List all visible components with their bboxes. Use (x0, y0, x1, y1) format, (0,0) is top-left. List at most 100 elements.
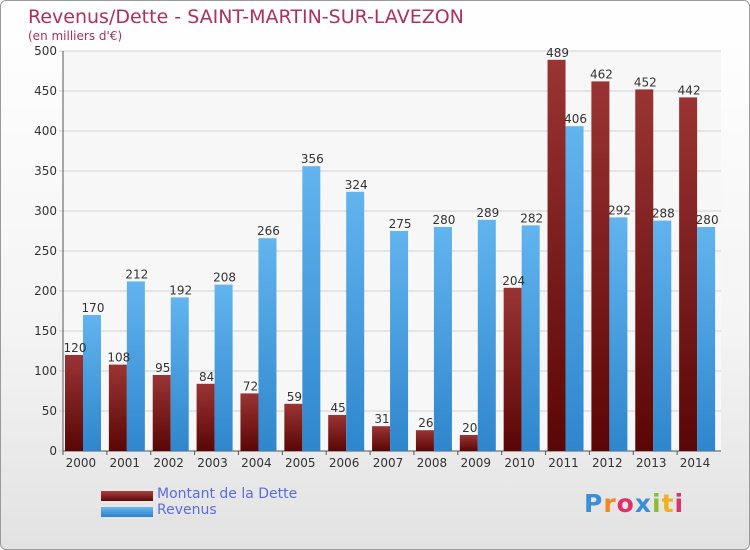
data-label-dette: 120 (64, 341, 87, 355)
bar-revenus (170, 297, 189, 451)
data-label-dette: 59 (287, 390, 302, 404)
x-tick-label: 2014 (680, 456, 711, 470)
bar-dette (108, 364, 127, 451)
proxiti-logo: Proxiti (584, 489, 684, 518)
data-label-dette: 204 (502, 274, 525, 288)
y-tick-label: 50 (42, 404, 57, 418)
bar-dette (152, 375, 171, 451)
bar-revenus (83, 315, 101, 451)
x-tick-label: 2002 (153, 456, 184, 470)
data-label-dette: 442 (678, 83, 701, 97)
bar-revenus (302, 166, 321, 451)
y-tick-label: 100 (34, 364, 57, 378)
bar-dette (591, 81, 610, 452)
logo-letter: t (661, 489, 675, 518)
data-label-dette: 489 (546, 46, 569, 60)
legend-swatch-revenus (101, 507, 153, 517)
data-label-dette: 108 (107, 351, 130, 365)
data-label-revenus: 280 (432, 213, 455, 227)
y-tick-label: 350 (34, 164, 57, 178)
bar-dette (679, 97, 698, 452)
data-label-revenus: 192 (169, 283, 192, 297)
x-tick-label: 2013 (636, 456, 667, 470)
x-tick-label: 2001 (110, 456, 141, 470)
logo-letter: i (674, 489, 685, 518)
data-label-revenus: 208 (213, 271, 236, 285)
x-tick-label: 2000 (66, 456, 97, 470)
data-label-dette: 26 (418, 416, 433, 430)
x-tick-label: 2010 (504, 456, 535, 470)
x-tick-label: 2005 (285, 456, 316, 470)
data-label-revenus: 406 (564, 112, 587, 126)
bar-revenus (521, 225, 540, 451)
data-label-dette: 31 (374, 412, 389, 426)
logo-letter: x (634, 489, 652, 518)
bar-revenus (609, 217, 628, 451)
bar-revenus (126, 281, 145, 451)
y-tick-label: 450 (34, 84, 57, 98)
chart-subtitle: (en milliers d'€) (28, 29, 123, 43)
bar-revenus (653, 220, 672, 451)
y-tick-label: 400 (34, 124, 57, 138)
data-label-revenus: 275 (389, 217, 412, 231)
data-label-revenus: 288 (652, 207, 675, 221)
bar-dette (372, 426, 391, 451)
bar-revenus (346, 191, 365, 452)
x-tick-label: 2006 (329, 456, 360, 470)
data-label-revenus: 282 (520, 211, 543, 225)
bar-revenus (697, 227, 716, 451)
y-tick-label: 200 (34, 284, 57, 298)
bar-revenus (477, 219, 496, 451)
bar-revenus (214, 284, 233, 451)
y-tick-label: 500 (34, 44, 57, 58)
data-label-dette: 72 (243, 379, 258, 393)
data-label-revenus: 170 (82, 301, 105, 315)
x-tick-label: 2011 (548, 456, 579, 470)
x-tick-label: 2007 (373, 456, 404, 470)
logo-letter: o (616, 489, 635, 518)
data-label-revenus: 212 (125, 267, 148, 281)
data-label-dette: 84 (199, 370, 214, 384)
bar-dette (503, 287, 522, 451)
y-tick-label: 150 (34, 324, 57, 338)
x-tick-label: 2003 (197, 456, 228, 470)
legend-label-dette: Montant de la Dette (157, 486, 298, 502)
bar-dette (415, 430, 434, 451)
bar-dette (635, 89, 654, 452)
data-label-dette: 45 (331, 401, 346, 415)
logo-letter: i (652, 489, 662, 518)
data-label-revenus: 292 (608, 203, 631, 217)
bar-revenus (433, 227, 452, 451)
bar-dette (196, 383, 215, 451)
data-label-dette: 95 (155, 361, 170, 375)
y-tick-label: 250 (34, 244, 57, 258)
bar-dette (547, 59, 566, 452)
bar-revenus (390, 231, 409, 451)
x-tick-label: 2004 (241, 456, 272, 470)
data-label-dette: 462 (590, 67, 613, 81)
data-label-revenus: 356 (301, 152, 324, 166)
bar-revenus (565, 126, 584, 451)
logo-letter: r (603, 489, 617, 518)
data-label-revenus: 266 (257, 224, 280, 238)
x-tick-label: 2009 (460, 456, 491, 470)
legend-label-revenus: Revenus (157, 502, 217, 518)
x-tick-label: 2012 (592, 456, 623, 470)
bar-dette (459, 435, 478, 451)
bar-revenus (258, 238, 277, 451)
bar-dette (240, 393, 259, 451)
data-label-revenus: 280 (696, 213, 719, 227)
bar-dette (65, 355, 83, 451)
logo-letter: P (584, 489, 604, 518)
data-label-dette: 452 (634, 75, 657, 89)
x-tick-label: 2008 (417, 456, 448, 470)
bar-dette (328, 415, 347, 451)
bar-dette (284, 403, 303, 451)
data-label-revenus: 324 (345, 178, 368, 192)
data-label-dette: 20 (462, 421, 477, 435)
data-label-revenus: 289 (476, 206, 499, 220)
legend-swatch-dette (101, 491, 153, 501)
y-tick-label: 0 (49, 444, 57, 458)
